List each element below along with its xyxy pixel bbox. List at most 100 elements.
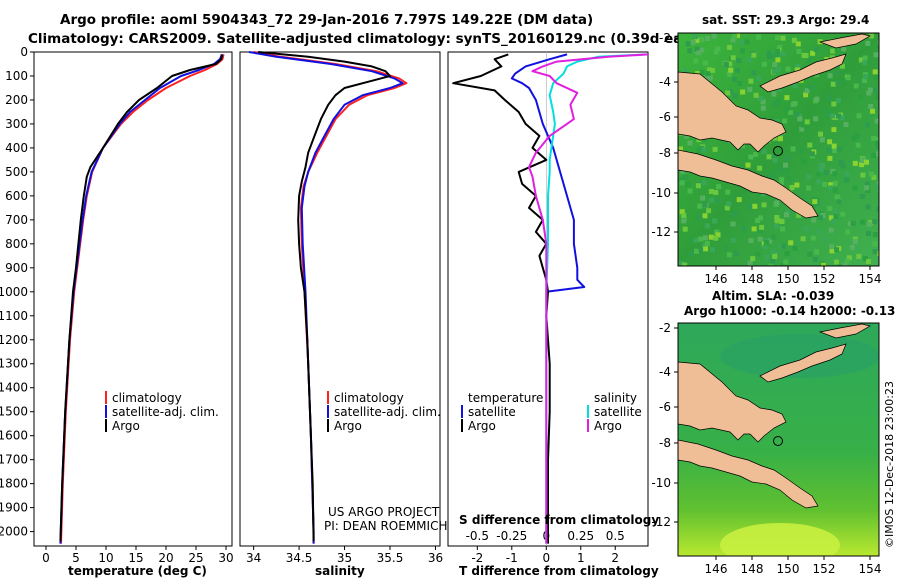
argo-location-marker	[773, 436, 783, 446]
sst-pixel	[732, 33, 738, 39]
sst-pixel	[831, 143, 837, 149]
sst-pixel	[707, 75, 713, 81]
sst-pixel	[779, 219, 785, 224]
sst-pixel	[828, 227, 834, 233]
sst-pixel	[785, 209, 791, 215]
lon-tick-label: 150	[777, 272, 800, 286]
depth-tick-label: 1800	[0, 477, 28, 491]
sst-pixel	[877, 40, 879, 46]
sst-pixel	[822, 181, 828, 187]
sst-pixel	[695, 183, 701, 189]
sst-pixel	[679, 209, 685, 215]
sst-pixel	[761, 148, 767, 154]
sst-pixel	[794, 112, 800, 118]
sst-pixel	[723, 62, 729, 68]
sst-pixel	[726, 71, 732, 77]
sst-pixel	[841, 46, 847, 52]
sst-pixel	[716, 184, 722, 190]
sst-pixel	[761, 61, 767, 67]
series-line-s-argo	[528, 53, 649, 544]
sst-pixel	[757, 165, 763, 171]
sst-pixel	[845, 75, 851, 81]
sst-pixel	[766, 50, 772, 56]
sst-pixel	[830, 48, 836, 54]
sst-pixel	[870, 108, 875, 114]
temperature-axis-label: temperature (deg C)	[68, 564, 207, 578]
sst-pixel	[732, 76, 738, 82]
sst-pixel	[761, 202, 767, 208]
sst-pixel	[708, 189, 714, 194]
sst-pixel	[780, 51, 786, 57]
sst-pixel	[713, 190, 719, 195]
sst-pixel	[736, 58, 742, 64]
sst-pixel	[700, 195, 706, 201]
sst-pixel	[746, 204, 752, 210]
sst-pixel	[751, 70, 757, 76]
lon-tick-label: 152	[813, 562, 836, 576]
sst-pixel	[831, 218, 837, 224]
sst-pixel	[706, 208, 712, 214]
x-tick-label: 35.5	[377, 551, 404, 565]
sst-pixel	[756, 34, 761, 40]
sst-pixel	[740, 89, 746, 95]
argo-location-marker	[773, 146, 783, 156]
sst-pixel	[801, 52, 807, 58]
sst-pixel	[757, 236, 763, 242]
sst-pixel	[810, 50, 816, 56]
papua-peninsula-land	[678, 149, 819, 219]
legend-t-satellite: satellite	[468, 405, 516, 419]
sst-pixel	[834, 259, 839, 265]
papua-peninsula-land	[678, 439, 819, 509]
sst-pixel	[859, 162, 865, 168]
sst-pixel	[778, 244, 784, 250]
sst-pixel	[728, 67, 734, 73]
sst-pixel	[751, 226, 757, 232]
sst-pixel	[698, 236, 704, 242]
lon-tick-label: 154	[859, 272, 882, 286]
sst-pixel	[777, 136, 783, 142]
sst-pixel	[873, 52, 879, 58]
depth-tick-label: 1700	[0, 453, 28, 467]
sst-pixel	[759, 224, 765, 230]
depth-tick-label: 1300	[0, 357, 28, 371]
sst-pixel	[826, 147, 831, 153]
x-tick-label: 10	[98, 551, 113, 565]
sst-pixel	[792, 83, 798, 89]
difference-plot: -2 -1 0 1 2-0.5 -0.25 0 0.25 0.5	[452, 52, 649, 565]
sst-pixel	[785, 156, 790, 161]
sst-pixel	[788, 240, 794, 246]
sst-pixel	[772, 101, 778, 107]
depth-tick-label: 1100	[0, 309, 28, 323]
sst-pixel	[766, 53, 772, 59]
sst-pixel	[694, 46, 700, 52]
sst-pixel	[693, 34, 698, 40]
sst-pixel	[864, 159, 869, 165]
sst-pixel	[868, 171, 874, 177]
sst-pixel	[783, 162, 788, 168]
sst-pixel	[842, 263, 848, 266]
sst-pixel	[814, 249, 820, 255]
sst-pixel	[834, 70, 840, 76]
sst-pixel	[764, 240, 769, 246]
sst-pixel	[838, 160, 844, 166]
project-annotation: US ARGO PROJECT	[328, 505, 440, 519]
sst-pixel	[786, 175, 792, 181]
t-difference-axis-label: T difference from climatology	[459, 564, 659, 578]
lon-tick-label: 154	[859, 562, 882, 576]
sst-pixel	[830, 81, 836, 87]
sst-pixel	[852, 185, 858, 191]
x-tick-label: -1	[506, 551, 518, 565]
sst-pixel	[836, 199, 842, 205]
sst-pixel	[694, 248, 699, 254]
depth-tick-label: 800	[5, 237, 28, 251]
sst-pixel	[776, 163, 782, 169]
legend-climatology: climatology	[112, 391, 182, 405]
sst-pixel	[865, 204, 871, 210]
lat-tick-label: -10	[651, 186, 671, 200]
sst-map-title: sat. SST: 29.3 Argo: 29.4	[702, 13, 869, 27]
sst-pixel	[796, 48, 802, 54]
sst-pixel	[758, 215, 764, 221]
legend-s-argo: Argo	[594, 419, 622, 433]
sst-pixel	[831, 127, 837, 133]
sst-pixel	[739, 39, 745, 45]
